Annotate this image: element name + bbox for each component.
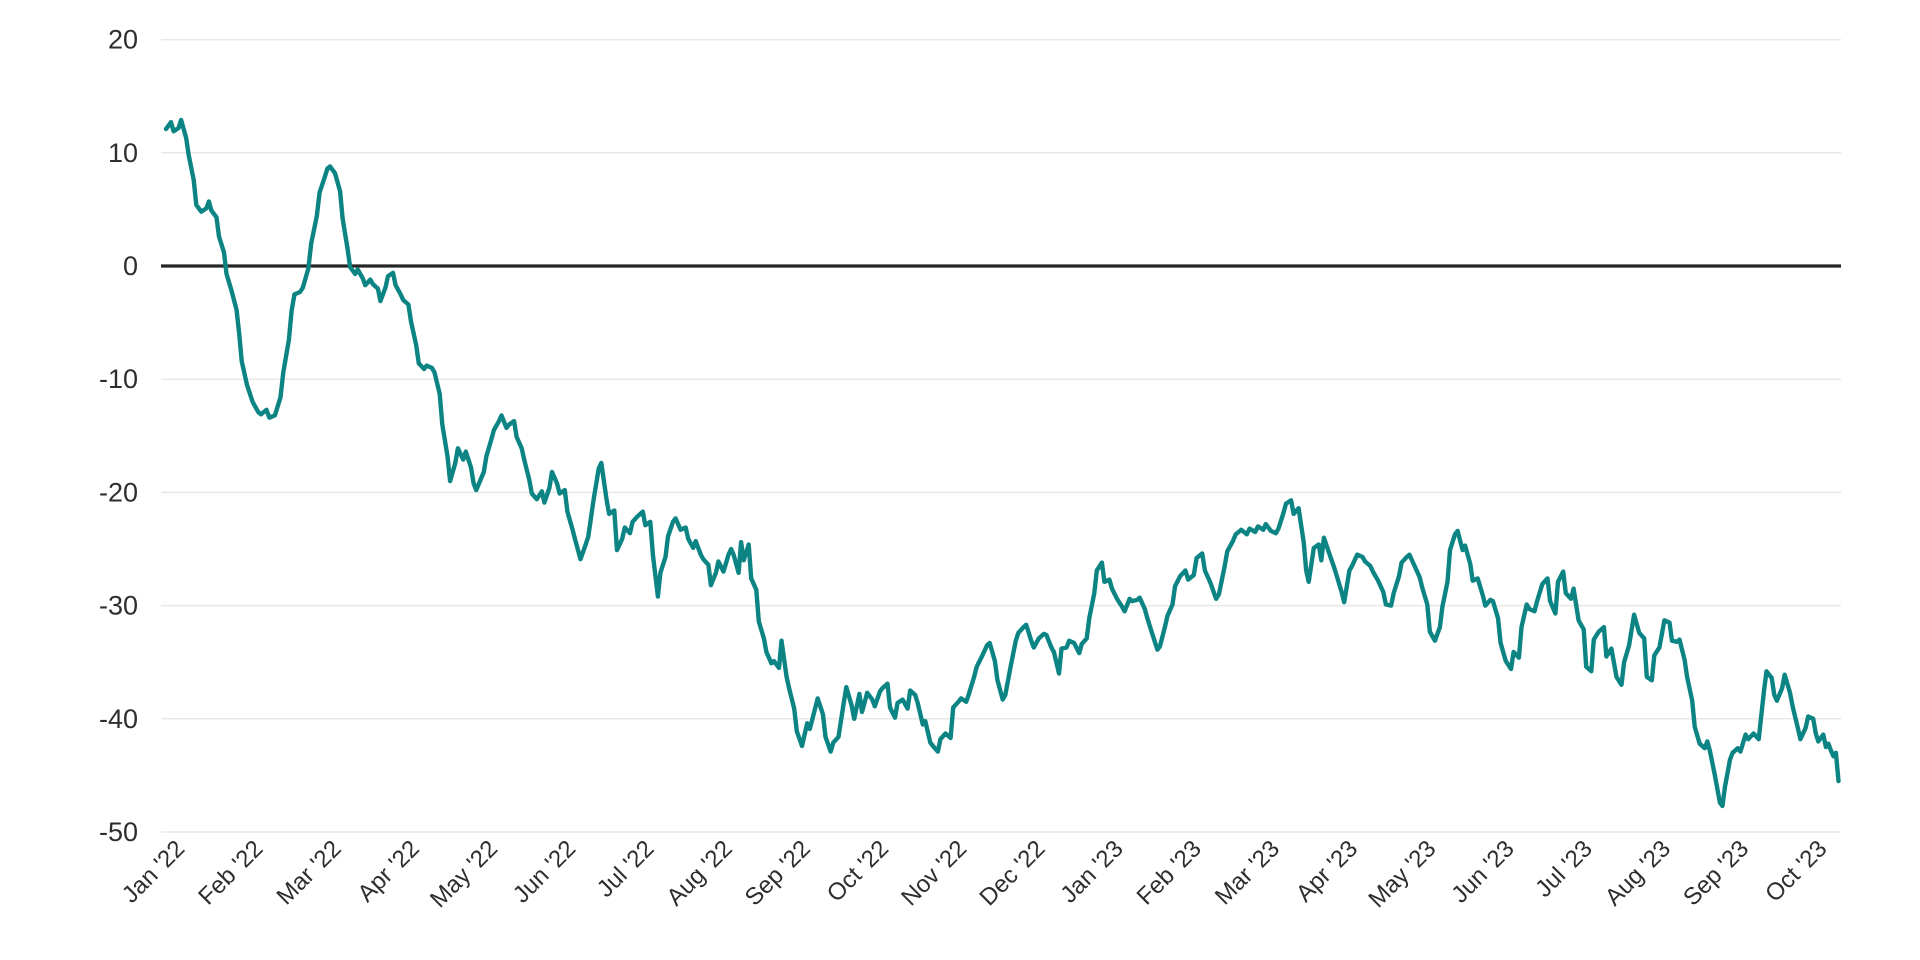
y-axis-tick-label: -50 [99,817,138,847]
y-axis-tick-label: 0 [123,251,138,281]
y-axis-tick-label: 20 [108,25,138,55]
y-axis-tick-label: -20 [99,477,138,507]
y-axis-tick-label: -40 [99,704,138,734]
y-axis-tick-label: -10 [99,364,138,394]
y-axis-tick-label: 10 [108,138,138,168]
y-axis-labels: 20 10 0 -10 -20 -30 -40 -50 [99,25,138,847]
y-axis-tick-label: -30 [99,591,138,621]
gridlines [161,38,1841,833]
series-line [163,117,1841,809]
